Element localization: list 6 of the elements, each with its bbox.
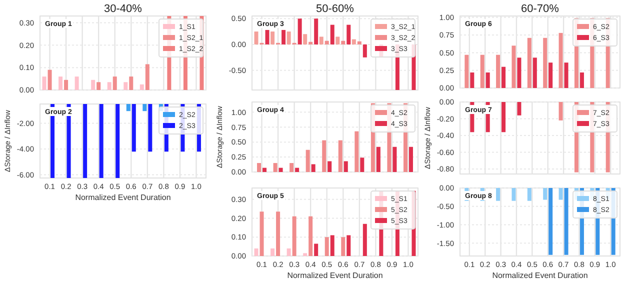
x-axis-title: Normalized Event Duration [75,193,171,202]
chart-title: 50-60% [316,3,354,15]
x-axis-title: Normalized Event Duration [287,271,383,280]
chart-title: 60-70% [521,3,560,15]
chart-title: 30-40% [104,3,142,15]
x-axis-title: Normalized Event Duration [492,271,588,280]
